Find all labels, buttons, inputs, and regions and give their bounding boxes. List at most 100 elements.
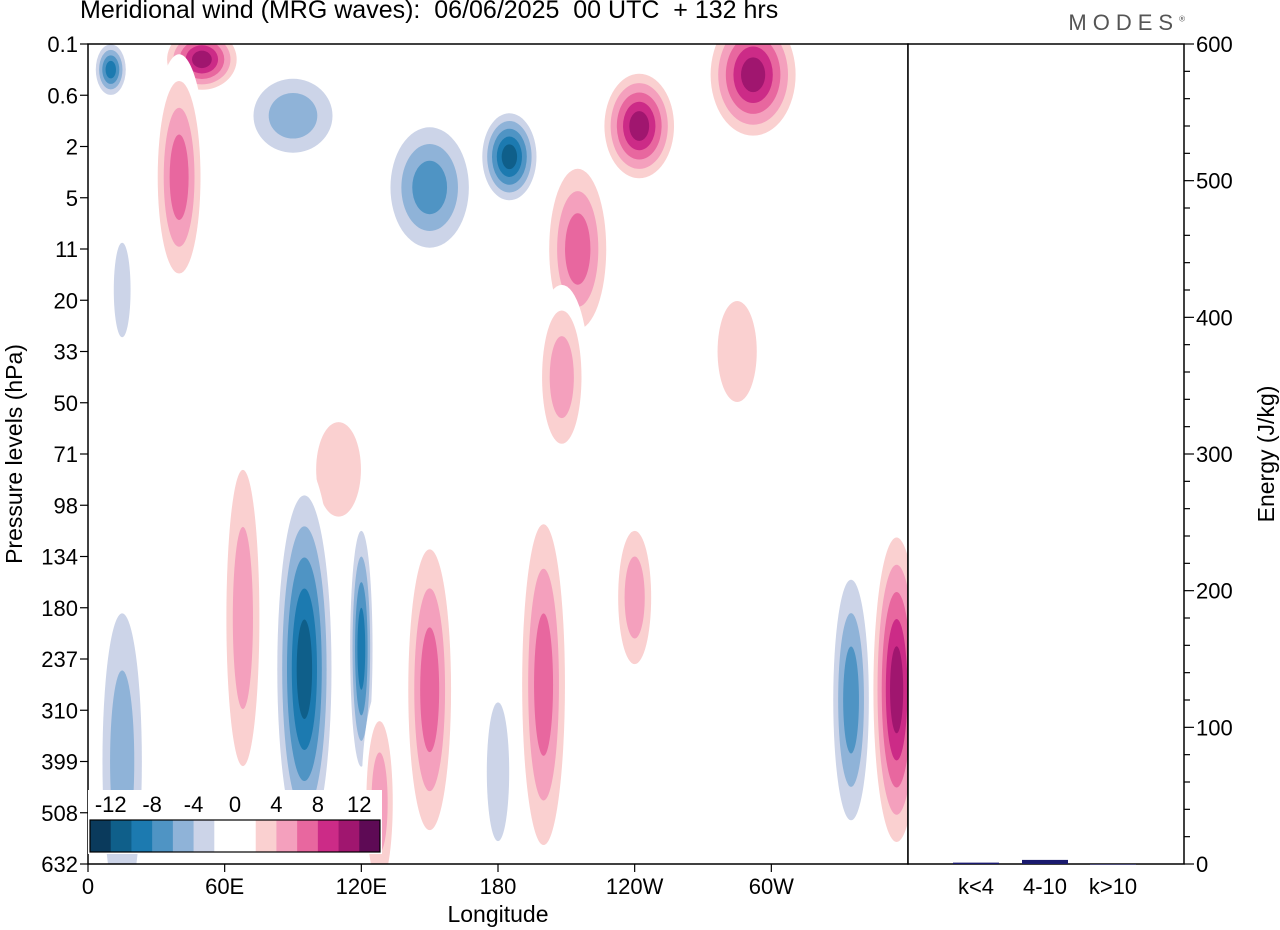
- y-tick-label: 399: [41, 750, 78, 775]
- contour-level: [322, 325, 423, 408]
- longitude-axis: 0 60E 120E 180 120W 60W: [82, 864, 794, 899]
- colorbar-swatch: [235, 820, 257, 852]
- contour-level: [169, 134, 189, 221]
- contour-level: [105, 60, 116, 79]
- x-tick-label: 120E: [336, 874, 387, 899]
- colorbar-swatch: [297, 820, 319, 852]
- contour-level: [296, 619, 313, 719]
- y-tick-label: 180: [41, 596, 78, 621]
- contour-level: [549, 336, 574, 419]
- x-tick-label: 180: [480, 874, 517, 899]
- energy-category-label: k>10: [1089, 874, 1137, 899]
- wave-anomaly: [92, 44, 129, 101]
- contour-level: [534, 613, 554, 756]
- y-tick-label: 237: [41, 647, 78, 672]
- energy-axis-title: Energy (J/kg): [1253, 386, 1279, 523]
- wave-anomaly: [611, 505, 658, 690]
- y-tick-label: 0.6: [47, 83, 78, 108]
- wave-anomaly: [108, 213, 136, 367]
- x-tick-label: 120W: [606, 874, 664, 899]
- energy-tick-label: 400: [1196, 305, 1233, 330]
- energy-category-label: k<4: [958, 874, 994, 899]
- heatmap-plot-area: [88, 44, 908, 864]
- energy-bar: [1090, 864, 1136, 865]
- wave-anomaly: [477, 105, 542, 209]
- contour-level: [268, 92, 318, 139]
- contour-level: [420, 627, 440, 753]
- energy-tick-label: 0: [1196, 852, 1208, 877]
- colorbar-label: 12: [347, 792, 371, 817]
- colorbar-swatch: [172, 820, 195, 852]
- y-tick-label: 508: [41, 801, 78, 826]
- wave-anomaly: [238, 64, 348, 168]
- wave-anomaly: [272, 464, 337, 864]
- y-tick-label: 5: [66, 186, 78, 211]
- brand-logo: MODES®: [1068, 10, 1185, 36]
- colorbar-label: 0: [229, 792, 241, 817]
- wave-anomaly: [151, 54, 207, 301]
- contour-level: [232, 526, 253, 710]
- x-tick-label: 0: [82, 874, 94, 899]
- contour-level: [113, 242, 131, 338]
- energy-category-label: 4-10: [1023, 874, 1067, 899]
- colorbar-swatch: [90, 820, 112, 852]
- wave-anomaly: [705, 269, 770, 434]
- y-tick-label: 20: [54, 288, 78, 313]
- contour-level: [890, 646, 904, 734]
- colorbar-swatch: [338, 820, 360, 852]
- energy-categories: k<4 4-10 k>10: [958, 874, 1137, 899]
- colorbar-swatch: [131, 820, 153, 852]
- contour-level: [624, 556, 645, 639]
- energy-axis: 0 100 200 300 400 500 600: [1184, 32, 1233, 877]
- wave-anomaly: [402, 510, 457, 864]
- energy-bar: [953, 862, 999, 864]
- colorbar-swatch: [359, 820, 381, 852]
- wave-anomaly: [379, 110, 480, 265]
- wave-anomaly: [479, 658, 517, 864]
- wave-anomaly: [322, 325, 423, 408]
- energy-tick-label: 500: [1196, 169, 1233, 194]
- contour-level: [357, 607, 366, 690]
- x-tick-label: 60W: [749, 874, 794, 899]
- contour-level: [501, 144, 518, 170]
- contour-level: [843, 646, 859, 754]
- energy-panel-frame: [907, 43, 1185, 865]
- colorbar-swatch: [317, 820, 340, 852]
- x-tick-label: 60E: [205, 874, 244, 899]
- y-tick-label: 134: [41, 545, 78, 570]
- wave-anomaly: [598, 64, 681, 188]
- wave-anomaly: [220, 413, 266, 823]
- contour-level: [629, 111, 650, 141]
- wave-anomaly: [703, 44, 804, 147]
- colorbar-swatch: [193, 820, 215, 852]
- y-tick-label: 632: [41, 852, 78, 877]
- contour-level: [316, 422, 361, 517]
- y-tick-label: 71: [54, 442, 78, 467]
- colorbar: -12 -8 -4 0 4 8 12: [88, 790, 382, 854]
- y-tick-label: 310: [41, 698, 78, 723]
- contour-level: [412, 160, 448, 215]
- contour-level: [717, 301, 757, 402]
- colorbar-swatch: [214, 820, 236, 852]
- brand-text: MODES: [1068, 10, 1180, 35]
- energy-bars: [953, 859, 1136, 865]
- energy-bar: [1022, 859, 1068, 864]
- colorbar-frame: [89, 819, 381, 853]
- chart-title: Meridional wind (MRG waves): 06/06/2025 …: [80, 0, 779, 24]
- y-axis-title: Pressure levels (hPa): [1, 344, 27, 564]
- wave-anomaly: [516, 479, 571, 864]
- contour-level: [386, 402, 496, 567]
- registered-icon: ®: [1179, 14, 1185, 24]
- y-tick-label: 2: [66, 135, 78, 160]
- contour-level: [191, 50, 212, 69]
- x-axis-title: Longitude: [447, 901, 548, 927]
- energy-tick-label: 300: [1196, 442, 1233, 467]
- colorbar-label: -12: [95, 792, 127, 817]
- y-tick-label: 11: [55, 237, 78, 262]
- colorbar-swatch: [152, 820, 174, 852]
- colorbar-label: 8: [312, 792, 324, 817]
- wave-anomaly: [386, 402, 496, 567]
- colorbar-label: 4: [270, 792, 282, 817]
- wave-anomaly: [534, 284, 590, 470]
